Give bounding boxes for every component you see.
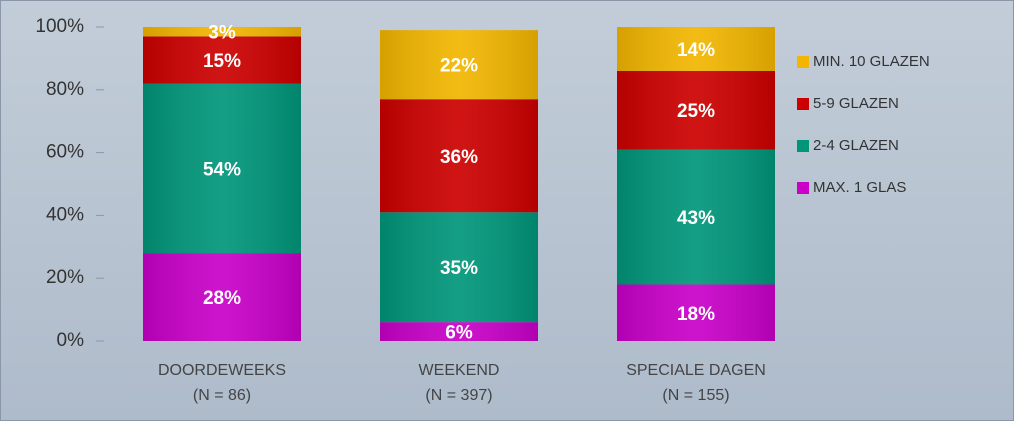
x-tick-label: (N = 397) (425, 387, 492, 404)
y-tick-label: 100% (35, 16, 84, 37)
value-label: 35% (440, 258, 478, 279)
y-tick-label: 20% (46, 267, 84, 288)
bar-shade (380, 322, 538, 341)
value-label: 14% (677, 40, 715, 61)
value-label: 18% (677, 304, 715, 325)
y-tick-label: 80% (46, 79, 84, 100)
value-label: 22% (440, 56, 478, 77)
x-tick-label: SPECIALE DAGEN (626, 362, 766, 379)
bar-shade (380, 30, 538, 100)
bar-shade (617, 284, 775, 341)
legend-swatch (797, 182, 809, 194)
x-tick-label: DOORDEWEEKS (158, 362, 286, 379)
value-label: 25% (677, 101, 715, 122)
bar-shade (617, 70, 775, 150)
legend-swatch (797, 98, 809, 110)
value-label: 36% (440, 147, 478, 168)
value-label: 15% (203, 51, 241, 72)
bar-shade (143, 36, 301, 84)
bar-shade (143, 27, 301, 37)
value-label: 54% (203, 159, 241, 180)
value-label: 43% (677, 208, 715, 229)
legend-label: MAX. 1 GLAS (813, 179, 906, 196)
legend-label: MIN. 10 GLAZEN (813, 53, 930, 70)
x-tick-label: (N = 86) (193, 387, 251, 404)
value-label: 6% (445, 323, 473, 344)
bar-shade (143, 83, 301, 254)
bar-shade (380, 212, 538, 323)
bar-shade (143, 253, 301, 341)
legend-swatch (797, 56, 809, 68)
x-tick-label: WEEKEND (419, 362, 500, 379)
value-label: 3% (208, 23, 236, 44)
bar-shade (617, 27, 775, 71)
legend-label: 2-4 GLAZEN (813, 137, 899, 154)
x-tick-label: (N = 155) (662, 387, 729, 404)
legend-swatch (797, 140, 809, 152)
y-tick-label: 0% (57, 330, 85, 351)
bar-shade (380, 99, 538, 213)
y-tick-label: 40% (46, 204, 84, 225)
legend-label: 5-9 GLAZEN (813, 95, 899, 112)
value-label: 28% (203, 288, 241, 309)
y-tick-label: 60% (46, 142, 84, 163)
bar-shade (617, 149, 775, 285)
